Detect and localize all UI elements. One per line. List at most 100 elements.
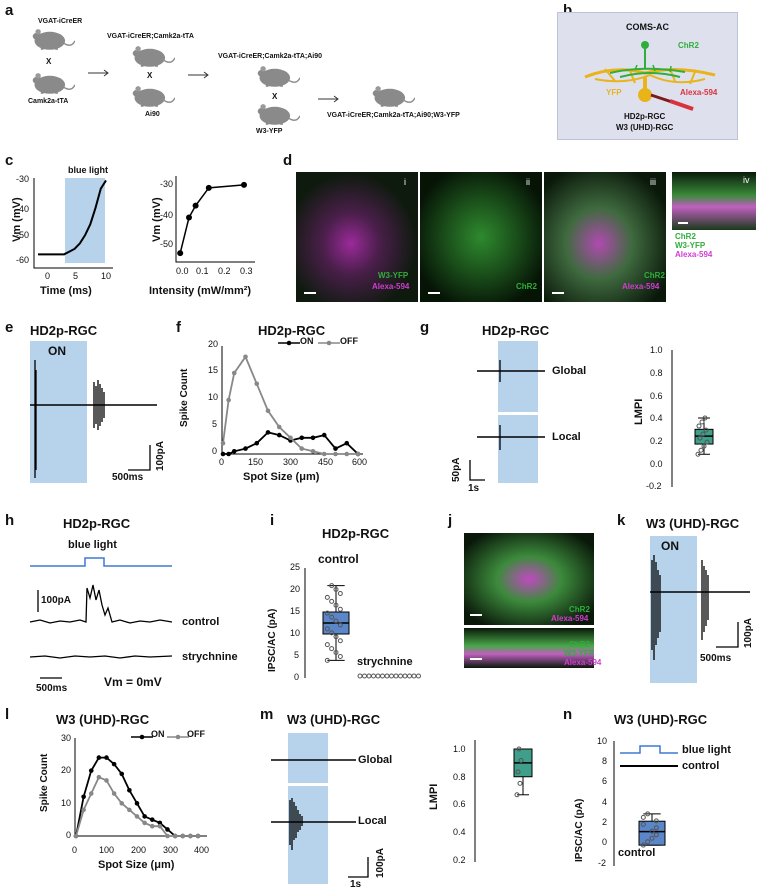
d-roman-i: i bbox=[404, 177, 406, 187]
cross-symbol-1: X bbox=[46, 57, 52, 66]
i-control-dot bbox=[337, 653, 343, 659]
g-ytick-06: 0.6 bbox=[650, 391, 663, 401]
c-right-xtick-3: 0.3 bbox=[240, 266, 253, 276]
arrow-icon-1 bbox=[88, 69, 109, 77]
l-point-off bbox=[134, 814, 140, 819]
f-legend-on: ON bbox=[300, 336, 314, 346]
panel-letter-b: b bbox=[563, 2, 573, 19]
f-ytick-0: 0 bbox=[212, 446, 218, 456]
g-title: HD2p-RGC bbox=[482, 323, 550, 338]
i-ytick-20: 20 bbox=[290, 584, 301, 594]
c-right-point bbox=[192, 202, 199, 209]
d-i-label-w3yfp: W3-YFP bbox=[378, 271, 409, 280]
g-lmpi-dot bbox=[697, 435, 703, 441]
scale-bar-j-top bbox=[470, 614, 482, 616]
c-left-xtick-0: 0 bbox=[45, 271, 51, 281]
m-lmpi-dot bbox=[518, 757, 524, 763]
f-legend-off-swatch bbox=[318, 340, 340, 346]
c-right-xtick-1: 0.1 bbox=[196, 266, 209, 276]
g-scale-x: 1s bbox=[468, 483, 480, 494]
f-point-on bbox=[310, 435, 316, 441]
c-left-ytick-60: -60 bbox=[16, 255, 30, 265]
n-ytick-2: 2 bbox=[602, 817, 608, 827]
n-ytick-4: 4 bbox=[602, 797, 608, 807]
f-point-off bbox=[254, 381, 260, 387]
i-ytick-15: 15 bbox=[290, 606, 301, 616]
d-iii-label-alexa: Alexa-594 bbox=[622, 282, 660, 291]
blue-light-label-c: blue light bbox=[68, 165, 108, 175]
panel-letter-g: g bbox=[420, 319, 430, 336]
i-control-dot bbox=[333, 602, 339, 608]
d-roman-ii: ii bbox=[526, 177, 530, 187]
c-right-point bbox=[186, 214, 192, 221]
f-point-on bbox=[231, 449, 237, 454]
f-legend-off: OFF bbox=[340, 336, 358, 346]
g-lmpi-dot bbox=[701, 443, 707, 449]
l-point-off bbox=[127, 807, 132, 813]
i-control-dot bbox=[329, 646, 335, 652]
f-point-on bbox=[344, 440, 350, 446]
c-left-ytick-40: -40 bbox=[16, 204, 30, 214]
m-scale-x: 1s bbox=[350, 879, 362, 890]
n-ytick-0: 0 bbox=[602, 837, 608, 847]
g-lmpi-dot bbox=[698, 447, 704, 453]
i-control-dot bbox=[329, 630, 335, 636]
n-control-dot bbox=[649, 835, 655, 841]
f-xtick-600: 600 bbox=[352, 457, 368, 467]
f-point-off bbox=[355, 451, 361, 457]
cell-label-w3: W3 (UHD)-RGC bbox=[616, 123, 674, 132]
g-lmpi-dot bbox=[696, 423, 702, 429]
c-left-xtick-5: 5 bbox=[73, 271, 79, 281]
j-label-w3yfp: W3-YFP bbox=[564, 649, 595, 658]
n-control-trace-label: control bbox=[682, 760, 720, 772]
d-iv-label-w3yfp: W3-YFP bbox=[675, 241, 706, 250]
e-light-shade bbox=[30, 341, 87, 483]
panel-letter-c: c bbox=[5, 152, 14, 169]
i-control-dot bbox=[329, 614, 335, 620]
f-ytick-10: 10 bbox=[208, 392, 219, 402]
f-point-off bbox=[220, 440, 226, 446]
g-ytick-02: 0.2 bbox=[650, 436, 663, 446]
mouse-label-camk2a: Camk2a-tTA bbox=[28, 98, 69, 105]
g-lmpi-dot bbox=[700, 431, 706, 437]
c-right-xlabel: Intensity (mW/mm²) bbox=[149, 285, 252, 297]
n-control-dot bbox=[649, 828, 655, 834]
g-ytick-04: 0.4 bbox=[650, 413, 663, 423]
k-on-label: ON bbox=[661, 539, 679, 553]
cell-schematic-diagram bbox=[584, 41, 716, 111]
g-lmpi-dot bbox=[702, 415, 708, 421]
d-iii-label-chr2: ChR2 bbox=[644, 271, 665, 280]
panel-letter-h: h bbox=[5, 512, 15, 529]
l-point-off bbox=[88, 791, 94, 796]
micrograph-ii bbox=[420, 172, 542, 302]
f-title: HD2p-RGC bbox=[258, 323, 326, 338]
d-iv-label-chr2: ChR2 bbox=[675, 232, 696, 241]
f-legend-on-swatch bbox=[278, 340, 300, 346]
l-point-on bbox=[134, 801, 140, 806]
f-point-on bbox=[276, 432, 282, 438]
arrow-icon-3 bbox=[318, 95, 339, 103]
i-strychnine-label: strychnine bbox=[357, 656, 413, 668]
i-control-dot bbox=[324, 642, 330, 648]
mouse-label-w3yfp: W3-YFP bbox=[256, 128, 283, 135]
l-point-on bbox=[149, 817, 155, 822]
f-point-on bbox=[299, 435, 305, 441]
n-title: W3 (UHD)-RGC bbox=[614, 712, 708, 727]
h-blue-light-label: blue light bbox=[68, 539, 117, 551]
f-point-on bbox=[226, 451, 231, 457]
h-vm-label: Vm = 0mV bbox=[104, 675, 162, 689]
n-ytick-6: 6 bbox=[602, 776, 608, 786]
micrograph-i bbox=[296, 172, 418, 302]
cell-label-hd2p: HD2p-RGC bbox=[624, 112, 666, 121]
n-control-dot bbox=[653, 818, 659, 824]
f-point-on bbox=[321, 432, 327, 438]
chr2-label-b: ChR2 bbox=[678, 41, 699, 50]
m-title: W3 (UHD)-RGC bbox=[287, 712, 381, 727]
h-control-label: control bbox=[182, 616, 220, 628]
